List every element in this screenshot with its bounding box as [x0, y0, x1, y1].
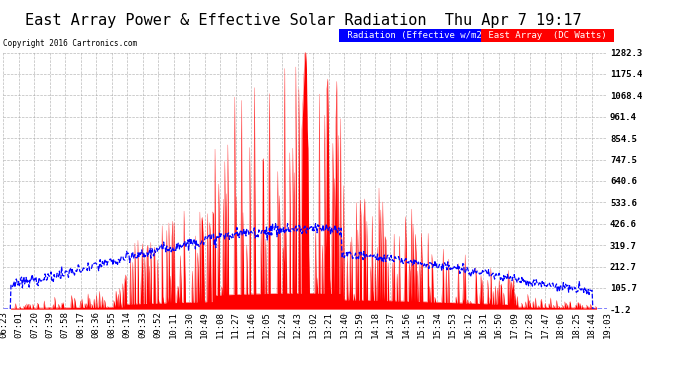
Text: East Array  (DC Watts): East Array (DC Watts): [483, 31, 612, 40]
Text: East Array Power & Effective Solar Radiation  Thu Apr 7 19:17: East Array Power & Effective Solar Radia…: [26, 13, 582, 28]
Text: Copyright 2016 Cartronics.com: Copyright 2016 Cartronics.com: [3, 39, 137, 48]
Text: Radiation (Effective w/m2): Radiation (Effective w/m2): [342, 31, 492, 40]
